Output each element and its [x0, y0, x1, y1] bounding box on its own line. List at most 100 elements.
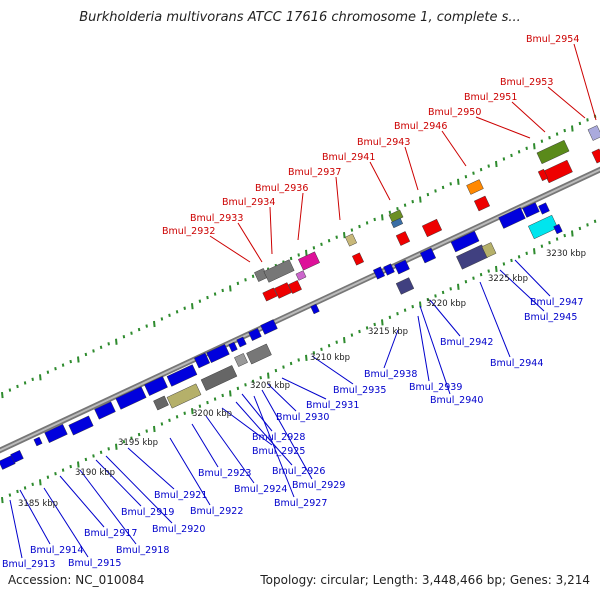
gene-feature[interactable] [263, 259, 295, 283]
gene-feature[interactable] [144, 376, 168, 396]
reverse-gene-label[interactable]: Bmul_2926 [272, 466, 325, 477]
gene-feature[interactable] [390, 217, 404, 229]
gene-feature[interactable] [298, 251, 320, 271]
gene-feature[interactable] [536, 139, 570, 165]
reverse-gene-label[interactable]: Bmul_2921 [154, 490, 207, 501]
gene-feature[interactable] [200, 365, 238, 391]
forward-gene-label[interactable]: Bmul_2943 [357, 137, 410, 148]
tick-mark [312, 351, 316, 355]
forward-gene-label[interactable]: Bmul_2951 [464, 92, 517, 103]
gene-feature[interactable] [344, 233, 358, 247]
gene-feature[interactable] [383, 263, 395, 276]
gene-feature[interactable] [537, 168, 549, 182]
gene-feature[interactable] [419, 247, 437, 264]
reverse-gene-label[interactable]: Bmul_2945 [524, 312, 577, 323]
gene-feature[interactable] [234, 353, 248, 367]
gene-feature[interactable] [394, 259, 410, 275]
reverse-gene-label[interactable]: Bmul_2930 [276, 412, 329, 423]
reverse-gene-label[interactable]: Bmul_2915 [68, 558, 121, 569]
reverse-gene-label[interactable]: Bmul_2914 [30, 545, 83, 556]
reverse-gene-label[interactable]: Bmul_2925 [252, 446, 305, 457]
tick-mark [259, 376, 262, 380]
tick-mark [244, 383, 247, 387]
gene-feature[interactable] [115, 386, 147, 410]
gene-feature[interactable] [274, 282, 292, 299]
gene-feature[interactable] [68, 415, 94, 436]
gene-feature[interactable] [587, 125, 600, 141]
gene-feature[interactable] [498, 207, 526, 229]
gene-feature[interactable] [421, 218, 443, 238]
gene-feature[interactable] [33, 436, 43, 447]
gene-feature[interactable] [395, 277, 415, 295]
gene-feature[interactable] [591, 148, 600, 164]
gene-feature[interactable] [351, 252, 365, 266]
gene-feature[interactable] [166, 383, 202, 409]
forward-gene-label[interactable]: Bmul_2936 [255, 183, 308, 194]
gene-feature[interactable] [246, 343, 272, 365]
reverse-gene-label[interactable]: Bmul_2931 [306, 400, 359, 411]
gene-feature[interactable] [473, 195, 491, 212]
gene-feature[interactable] [450, 230, 480, 253]
gene-feature[interactable] [44, 424, 68, 443]
forward-gene-label[interactable]: Bmul_2946 [394, 121, 447, 132]
gene-feature[interactable] [10, 450, 24, 463]
forward-gene-label[interactable]: Bmul_2941 [322, 152, 375, 163]
gene-feature[interactable] [395, 231, 411, 246]
reverse-gene-label[interactable]: Bmul_2939 [409, 382, 462, 393]
gene-feature[interactable] [295, 270, 307, 281]
reverse-gene-label[interactable]: Bmul_2935 [333, 385, 386, 396]
gene-feature[interactable] [228, 341, 238, 353]
gene-feature[interactable] [236, 336, 247, 348]
reverse-gene-label[interactable]: Bmul_2927 [274, 498, 327, 509]
gene-feature[interactable] [538, 202, 550, 215]
reverse-gene-label[interactable]: Bmul_2920 [152, 524, 205, 535]
gene-feature[interactable] [543, 159, 573, 184]
tick-mark [464, 175, 468, 179]
forward-gene-label[interactable]: Bmul_2953 [500, 77, 553, 88]
gene-feature[interactable] [262, 287, 278, 302]
gene-feature[interactable] [166, 364, 198, 387]
forward-gene-label[interactable]: Bmul_2954 [526, 34, 579, 45]
gene-feature[interactable] [481, 242, 497, 258]
forward-gene-labels[interactable]: Bmul_2932 Bmul_2933 Bmul_2934 Bmul_2936 Bmul… [162, 34, 579, 237]
gene-feature[interactable] [94, 401, 116, 420]
tick-mark [69, 464, 72, 469]
tick-mark [39, 374, 42, 381]
forward-gene-label[interactable]: Bmul_2932 [162, 226, 215, 237]
gene-feature[interactable] [288, 280, 302, 294]
reverse-gene-label[interactable]: Bmul_2940 [430, 395, 483, 406]
gene-feature[interactable] [206, 344, 230, 363]
gene-feature[interactable] [248, 328, 262, 341]
tick-mark [99, 450, 103, 455]
reverse-gene-label[interactable]: Bmul_2938 [364, 369, 417, 380]
reverse-gene-label[interactable]: Bmul_2929 [292, 480, 345, 491]
reverse-gene-label[interactable]: Bmul_2917 [84, 528, 137, 539]
reverse-gene-label[interactable]: Bmul_2922 [190, 506, 243, 517]
gene-feature[interactable] [310, 303, 320, 315]
gene-feature[interactable] [372, 266, 386, 280]
forward-gene-label[interactable]: Bmul_2950 [428, 107, 481, 118]
gene-features[interactable] [0, 125, 600, 470]
reverse-gene-label[interactable]: Bmul_2944 [490, 358, 543, 369]
reverse-gene-label[interactable]: Bmul_2918 [116, 545, 169, 556]
tick-mark [426, 297, 430, 302]
gene-feature[interactable] [153, 395, 169, 411]
reverse-gene-labels[interactable]: Bmul_2913 Bmul_2914 Bmul_2915 Bmul_2917 Bmul… [2, 297, 583, 570]
gene-feature[interactable] [466, 179, 484, 195]
reverse-gene-label[interactable]: Bmul_2928 [252, 432, 305, 443]
reverse-gene-label[interactable]: Bmul_2942 [440, 337, 493, 348]
reverse-gene-label[interactable]: Bmul_2947 [530, 297, 583, 308]
gene-feature[interactable] [193, 352, 211, 369]
gene-feature[interactable] [553, 223, 563, 235]
forward-gene-label[interactable]: Bmul_2937 [288, 167, 341, 178]
forward-gene-label[interactable]: Bmul_2934 [222, 197, 275, 208]
reverse-gene-label[interactable]: Bmul_2919 [121, 507, 174, 518]
gene-feature[interactable] [522, 202, 540, 218]
reverse-gene-label[interactable]: Bmul_2923 [198, 468, 251, 479]
forward-gene-label[interactable]: Bmul_2933 [190, 213, 243, 224]
gene-feature[interactable] [260, 319, 278, 335]
gene-feature[interactable] [527, 214, 559, 240]
reverse-gene-label[interactable]: Bmul_2913 [2, 559, 55, 570]
reverse-gene-label[interactable]: Bmul_2924 [234, 484, 287, 495]
